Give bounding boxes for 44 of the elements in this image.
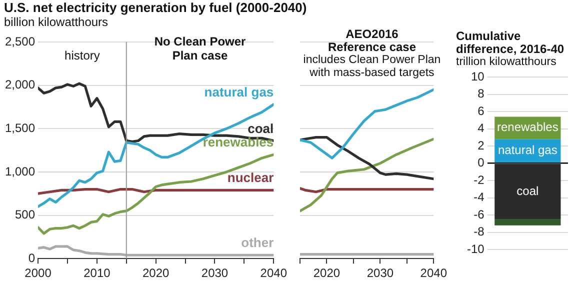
y-tick-label: 2,500 [5, 34, 36, 48]
chart-title: AEO2016 [344, 27, 400, 41]
annotation: No Clean Power Plan case [154, 34, 246, 62]
y-tick-label: 0 [28, 250, 36, 265]
bar [494, 219, 561, 226]
series-label: natural gas [204, 84, 274, 100]
bar [494, 164, 561, 220]
y-tick-label: -2 [474, 172, 485, 187]
chart-title: Cumulative difference, 2016-40 [456, 29, 566, 56]
series-label: renewables [496, 120, 558, 134]
x-tick-label: 2020 [142, 266, 170, 280]
annotation: includes Clean Power Plan with mass-based targets [302, 54, 442, 80]
x-tick-label: 2040 [420, 266, 448, 280]
series-label: natural gas [498, 143, 558, 158]
x-tick-label: 2040 [260, 266, 288, 280]
x-tick-label: 2030 [366, 266, 394, 280]
y-axis-title: billion kilowatthours [4, 15, 108, 29]
x-tick-label: 2020 [313, 266, 340, 280]
y-tick-label: 0 [478, 156, 485, 170]
y-tick-label: 2 [478, 138, 485, 152]
series-label: coal [248, 120, 274, 136]
x-tick-label: 2010 [84, 266, 111, 280]
y-tick-label: 4 [478, 121, 485, 136]
y-tick-label: 2,000 [5, 78, 36, 92]
series-label: coal [516, 184, 539, 198]
y-tick-label: -4 [474, 190, 485, 204]
y-tick-label: 8 [478, 86, 485, 101]
series-label: nuclear [227, 170, 274, 186]
x-tick-label: 2000 [24, 266, 52, 280]
y-tick-label: 1,000 [5, 164, 36, 178]
y-tick-label: 10 [470, 69, 485, 84]
y-tick-label: 1,500 [5, 120, 36, 135]
y-tick-label: -8 [474, 224, 485, 239]
chart-title: U.S. net electricity generation by fuel (2000-2040) [4, 0, 307, 15]
y-tick-label: -6 [474, 207, 485, 222]
series-label: renewables [202, 134, 274, 150]
y-tick-label: -10 [467, 242, 485, 256]
y-tick-label: 500 [15, 208, 36, 222]
y-axis-title: trillion kilowatthours [456, 56, 558, 69]
chart-subtitle: Reference case [326, 40, 418, 54]
annotation: history [64, 48, 100, 62]
x-tick-label: 2030 [201, 266, 228, 280]
y-tick-label: 6 [478, 104, 485, 118]
series-label: other [241, 235, 274, 250]
